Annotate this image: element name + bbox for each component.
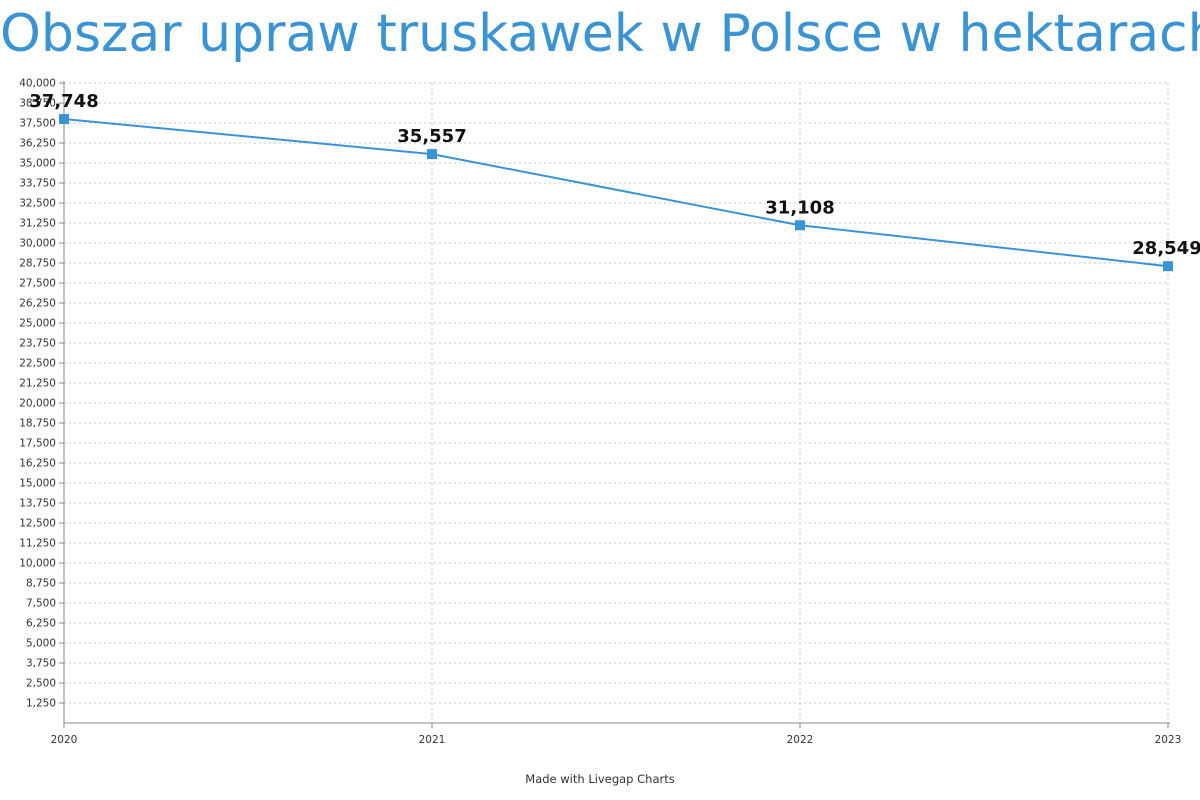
y-tick-label: 17,500 [19, 438, 56, 450]
x-axis-ticks: 2020 2021 2022 2023 [51, 723, 1182, 746]
y-tick-label: 2,500 [26, 678, 56, 690]
x-tick-label: 2022 [787, 734, 814, 746]
x-tick-label: 2020 [51, 734, 78, 746]
y-tick-label: 18,750 [19, 418, 56, 430]
data-label: 37,748 [29, 91, 98, 112]
x-tick-label: 2023 [1155, 734, 1182, 746]
series-line [59, 114, 1173, 272]
y-tick-label: 12,500 [19, 518, 56, 530]
y-tick-label: 27,500 [19, 278, 56, 290]
y-tick-label: 6,250 [26, 618, 56, 630]
y-tick-label: 11,250 [19, 538, 56, 550]
y-tick-label: 25,000 [19, 318, 56, 330]
data-point [59, 114, 69, 125]
y-tick-label: 15,000 [19, 478, 56, 490]
data-labels: 37,748 35,557 31,108 28,549 [29, 91, 1200, 259]
y-tick-label: 28,750 [19, 258, 56, 270]
y-tick-label: 33,750 [19, 178, 56, 190]
y-tick-label: 3,750 [26, 658, 56, 670]
grid-lines [63, 82, 1169, 723]
y-tick-label: 20,000 [19, 398, 56, 410]
y-tick-label: 38,750 [19, 98, 56, 110]
y-tick-label: 40,000 [19, 78, 56, 90]
data-label: 28,549 [1132, 238, 1200, 259]
x-tick-label: 2021 [419, 734, 446, 746]
y-tick-label: 35,000 [19, 158, 56, 170]
y-tick-label: 16,250 [19, 458, 56, 470]
y-tick-label: 36,250 [19, 138, 56, 150]
y-tick-label: 26,250 [19, 298, 56, 310]
data-label: 31,108 [765, 197, 834, 218]
data-point [427, 149, 437, 160]
y-tick-label: 31,250 [19, 218, 56, 230]
y-tick-label: 32,500 [19, 198, 56, 210]
y-tick-label: 10,000 [19, 558, 56, 570]
chart-title: Obszar upraw truskawek w Polsce w hektar… [0, 4, 1200, 64]
y-tick-label: 30,000 [19, 238, 56, 250]
axes [63, 81, 1170, 724]
y-tick-label: 22,500 [19, 358, 56, 370]
data-point [795, 220, 805, 231]
y-tick-label: 21,250 [19, 378, 56, 390]
y-tick-label: 7,500 [26, 598, 56, 610]
y-tick-label: 37,500 [19, 118, 56, 130]
y-tick-label: 5,000 [26, 638, 56, 650]
footer-credit: Made with Livegap Charts [525, 772, 675, 786]
y-tick-label: 8,750 [26, 578, 56, 590]
y-tick-label: 1,250 [26, 698, 56, 710]
data-label: 35,557 [397, 126, 466, 147]
series-path [63, 118, 1169, 268]
y-tick-label: 13,750 [19, 498, 56, 510]
data-point [1163, 261, 1173, 272]
y-axis-ticks: 1,250 2,500 3,750 5,000 6,250 7,500 8,750 10,00… [19, 78, 64, 710]
y-tick-label: 23,750 [19, 338, 56, 350]
